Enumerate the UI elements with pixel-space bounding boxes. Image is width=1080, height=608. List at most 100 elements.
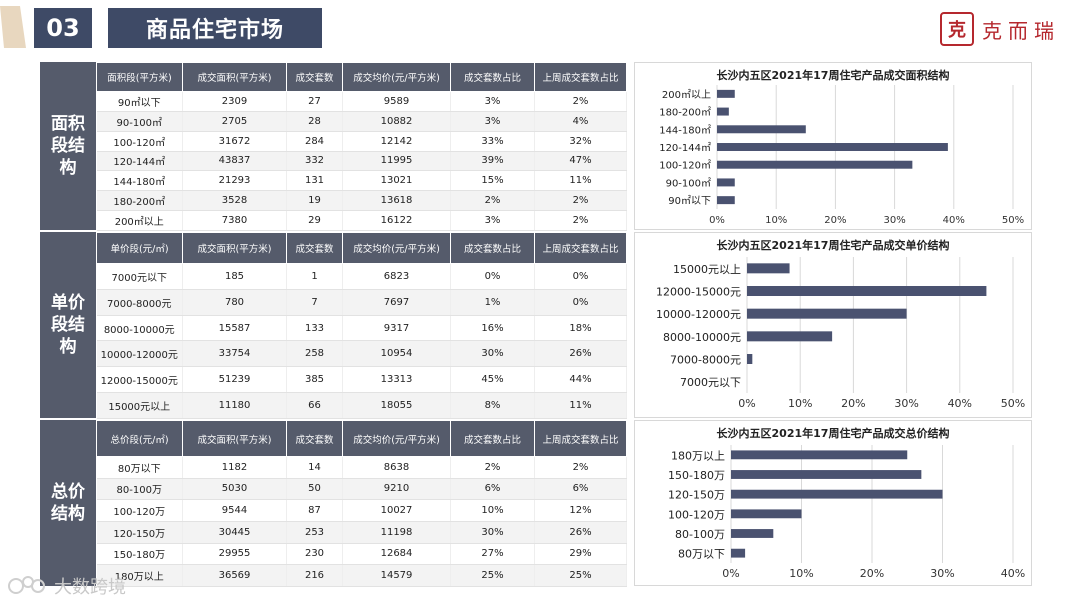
section-number: 03: [34, 8, 92, 48]
table-cell: 200㎡以上: [96, 210, 183, 231]
column-header: 成交均价(元/平方米): [342, 420, 451, 457]
area-structure-chart: 长沙内五区2021年17周住宅产品成交面积结构 0% 10% 20% 30% 40% 50%…: [634, 62, 1032, 230]
table-cell: 7: [286, 289, 343, 316]
x-tick-label: 40%: [948, 397, 972, 410]
column-header: 上周成交套数占比: [534, 232, 627, 264]
table-row: 180-200㎡ 3528 19 13618 2% 2%: [96, 190, 627, 212]
table-cell: 80万以下: [96, 456, 183, 479]
table-cell: 180万以上: [96, 564, 183, 587]
column-header: 成交面积(平方米): [182, 62, 287, 92]
table-cell: 9317: [342, 315, 451, 342]
header-decoration: [0, 6, 26, 48]
table-cell: 7380: [182, 210, 287, 231]
category-label: 100-120万: [668, 508, 725, 521]
x-tick-label: 30%: [894, 397, 918, 410]
section-label-area: 面积 段结 构: [40, 62, 96, 230]
table-cell: 10027: [342, 499, 451, 522]
table-cell: 36569: [182, 564, 287, 587]
column-header: 面积段(平方米): [96, 62, 183, 92]
chart-title: 长沙内五区2021年17周住宅产品成交面积结构: [717, 68, 950, 82]
table-cell: 6%: [534, 478, 627, 501]
section-label-unit-price: 单价 段结 构: [40, 232, 96, 418]
table-cell: 11%: [534, 170, 627, 192]
table-cell: 27%: [450, 543, 535, 566]
table-cell: 11995: [342, 151, 451, 172]
table-cell: 10%: [450, 499, 535, 522]
table-cell: 2%: [534, 91, 627, 112]
x-tick-label: 30%: [883, 215, 905, 226]
chart-bar: [717, 125, 806, 134]
table-cell: 47%: [534, 151, 627, 172]
table-cell: 2%: [534, 190, 627, 212]
chart-bar: [731, 509, 802, 519]
table-cell: 8%: [450, 392, 535, 419]
table-cell: 12142: [342, 131, 451, 152]
watermark-text: 大数跨境: [54, 577, 126, 598]
x-tick-label: 50%: [1001, 397, 1025, 410]
category-label: 7000元以下: [680, 376, 741, 389]
table-cell: 332: [286, 151, 343, 172]
table-cell: 120-150万: [96, 521, 183, 544]
table-cell: 150-180万: [96, 543, 183, 566]
chart-bar: [747, 354, 753, 364]
watermark-logo-icon: [8, 576, 45, 594]
table-row: 90㎡以下 2309 27 9589 3% 2%: [96, 91, 627, 112]
category-label: 7000-8000元: [670, 354, 741, 367]
section-label-text: 面积 段结 构: [51, 114, 85, 178]
table-cell: 253: [286, 521, 343, 544]
x-tick-label: 40%: [943, 215, 965, 226]
table-cell: 27: [286, 91, 343, 112]
table-cell: 19: [286, 190, 343, 212]
table-cell: 28: [286, 111, 343, 132]
table-cell: 66: [286, 392, 343, 419]
category-label: 12000-15000元: [656, 286, 741, 299]
table-cell: 5030: [182, 478, 287, 501]
table-cell: 33754: [182, 340, 287, 368]
table-cell: 29%: [534, 543, 627, 566]
table-cell: 18%: [534, 315, 627, 342]
table-cell: 3%: [450, 210, 535, 231]
table-cell: 258: [286, 340, 343, 368]
table-cell: 87: [286, 499, 343, 522]
watermark: 大数跨境: [6, 572, 126, 600]
table-cell: 3%: [450, 111, 535, 132]
table-cell: 8638: [342, 456, 451, 479]
table-cell: 90-100㎡: [96, 111, 183, 132]
table-row: 10000-12000元 33754 258 10954 30% 26%: [96, 340, 627, 368]
chart-bar: [747, 331, 833, 342]
table-cell: 780: [182, 289, 287, 316]
table-cell: 100-120万: [96, 499, 183, 522]
table-cell: 45%: [450, 366, 535, 394]
table-cell: 12000-15000元: [96, 366, 183, 394]
x-tick-label: 30%: [930, 567, 954, 580]
total-price-structure-table: 总价段(元/㎡) 成交面积(平方米) 成交套数 成交均价(元/平方米) 成交套数占比 上周…: [96, 420, 627, 587]
table-cell: 11180: [182, 392, 287, 419]
chart-bar: [717, 89, 735, 98]
table-cell: 44%: [534, 366, 627, 394]
x-tick-label: 0%: [722, 567, 739, 580]
table-cell: 120-144㎡: [96, 151, 183, 172]
x-tick-label: 10%: [788, 397, 812, 410]
table-row: 80-100万 5030 50 9210 6% 6%: [96, 478, 627, 501]
table-cell: 133: [286, 315, 343, 342]
table-cell: 185: [182, 263, 287, 290]
chart-bar: [717, 107, 729, 116]
table-cell: 8000-10000元: [96, 315, 183, 342]
chart-title: 长沙内五区2021年17周住宅产品成交总价结构: [717, 426, 950, 440]
table-cell: 216: [286, 564, 343, 587]
table-cell: 1182: [182, 456, 287, 479]
x-tick-label: 0%: [709, 215, 725, 226]
table-row: 7000元以下 185 1 6823 0% 0%: [96, 263, 627, 290]
chart-bar: [731, 450, 908, 460]
table-cell: 12684: [342, 543, 451, 566]
table-cell: 9210: [342, 478, 451, 501]
section-title: 商品住宅市场: [108, 8, 322, 48]
column-header: 成交套数: [286, 420, 343, 457]
table-cell: 2%: [450, 190, 535, 212]
chart-bar: [731, 470, 922, 479]
table-cell: 13313: [342, 366, 451, 394]
table-row: 80万以下 1182 14 8638 2% 2%: [96, 456, 627, 479]
table-cell: 10954: [342, 340, 451, 368]
table-cell: 100-120㎡: [96, 131, 183, 152]
chart-bar: [717, 178, 735, 187]
